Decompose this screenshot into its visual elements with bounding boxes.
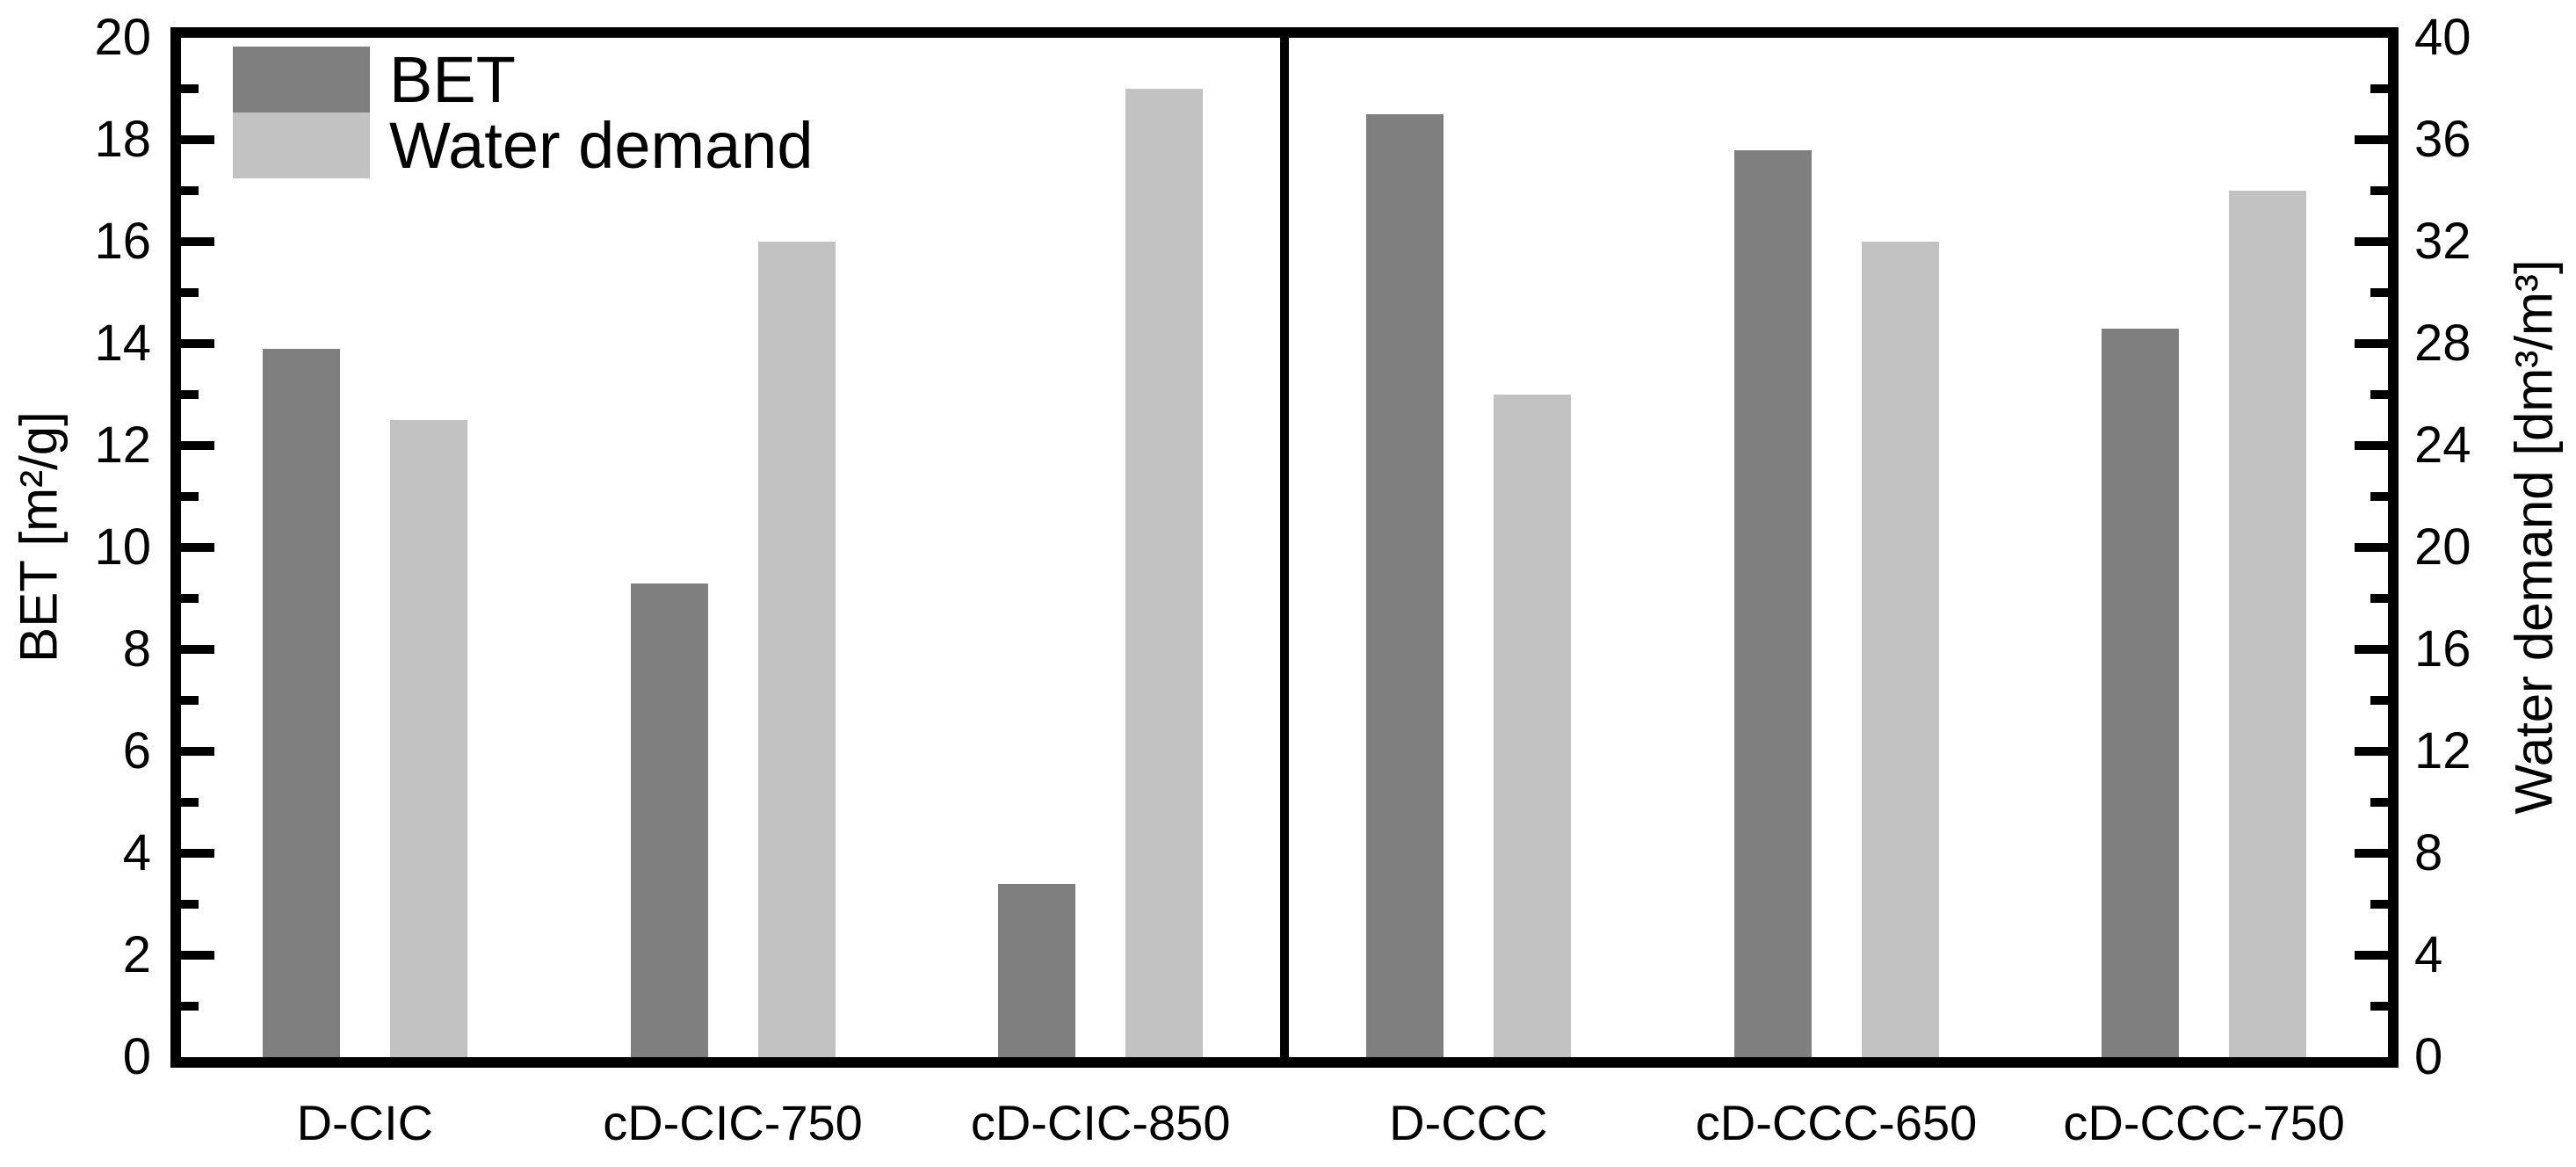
category-label-cd-ccc-650: cD-CCC-650 <box>1695 1095 1978 1150</box>
right-axis-major-tick <box>2355 135 2388 144</box>
right-axis-minor-tick <box>2370 84 2388 93</box>
right-axis-minor-tick <box>2370 696 2388 705</box>
plot-area: BET Water demand <box>170 27 2399 1068</box>
left-axis-minor-tick <box>181 798 199 807</box>
legend: BET Water demand <box>233 47 814 178</box>
right-axis-major-tick <box>2355 747 2388 756</box>
left-axis-minor-tick <box>181 390 199 399</box>
right-axis-major-tick <box>2355 951 2388 960</box>
right-axis-tick-label: 28 <box>2414 315 2471 372</box>
left-axis-minor-tick <box>181 492 199 501</box>
left-axis-tick-label: 14 <box>94 315 151 372</box>
left-axis-minor-tick <box>181 84 199 93</box>
bar-bet-cd-ccc-750 <box>2102 328 2180 1057</box>
right-axis-tick-label: 36 <box>2414 111 2471 168</box>
right-axis-tick-label: 40 <box>2414 9 2471 66</box>
left-axis-minor-tick <box>181 594 199 603</box>
category-label-cd-cic-850: cD-CIC-850 <box>970 1095 1231 1150</box>
left-axis-tick-label: 12 <box>94 417 151 474</box>
left-axis-major-tick <box>181 135 214 144</box>
right-axis-minor-tick <box>2370 390 2388 399</box>
legend-item-water-demand: Water demand <box>233 112 814 178</box>
legend-label-water-demand: Water demand <box>389 109 814 182</box>
left-axis-major-tick <box>181 951 214 960</box>
right-axis-title: Water demand [dm³/m³] <box>2504 259 2564 815</box>
right-axis-major-tick <box>2355 237 2388 246</box>
right-axis-tick-label: 32 <box>2414 213 2471 270</box>
category-label-d-cic: D-CIC <box>296 1095 434 1150</box>
left-axis-tick-label: 6 <box>122 722 151 779</box>
bar-water-demand-cd-cic-750 <box>757 242 836 1057</box>
bar-bet-d-cic <box>262 348 340 1057</box>
left-axis-major-tick <box>181 237 214 246</box>
left-axis-major-tick <box>181 543 214 552</box>
category-label-d-ccc: D-CCC <box>1389 1095 1548 1150</box>
right-axis-major-tick <box>2355 543 2388 552</box>
left-axis-minor-tick <box>181 900 199 909</box>
right-axis-minor-tick <box>2370 900 2388 909</box>
right-axis-minor-tick <box>2370 186 2388 195</box>
legend-swatch-bet <box>233 47 370 112</box>
left-axis-minor-tick <box>181 288 199 297</box>
legend-item-bet: BET <box>233 47 814 112</box>
right-axis-minor-tick <box>2370 798 2388 807</box>
right-axis-tick-label: 0 <box>2414 1028 2443 1085</box>
bar-water-demand-cd-ccc-750 <box>2229 191 2307 1057</box>
left-axis-minor-tick <box>181 1002 199 1011</box>
left-axis-tick-label: 20 <box>94 9 151 66</box>
right-axis-minor-tick <box>2370 492 2388 501</box>
bar-bet-cd-cic-750 <box>630 583 708 1057</box>
right-axis-tick-label: 20 <box>2414 518 2471 576</box>
right-axis-major-tick <box>2355 849 2388 858</box>
bar-bet-cd-ccc-650 <box>1733 149 1812 1057</box>
right-axis-tick-label: 24 <box>2414 417 2471 474</box>
legend-label-bet: BET <box>389 43 516 116</box>
left-axis-tick-label: 16 <box>94 213 151 270</box>
left-axis-tick-label: 8 <box>122 620 151 678</box>
legend-swatch-water-demand <box>233 112 370 178</box>
panel-divider <box>1280 38 1289 1057</box>
left-axis-minor-tick <box>181 186 199 195</box>
right-axis-minor-tick <box>2370 1002 2388 1011</box>
right-axis-major-tick <box>2355 441 2388 450</box>
bar-water-demand-d-cic <box>389 420 467 1057</box>
left-axis-minor-tick <box>181 696 199 705</box>
right-axis-tick-label: 16 <box>2414 620 2471 678</box>
left-axis-major-tick <box>181 339 214 348</box>
right-axis-minor-tick <box>2370 288 2388 297</box>
bar-bet-d-ccc <box>1365 114 1444 1057</box>
right-axis-tick-label: 12 <box>2414 722 2471 779</box>
left-axis-tick-label: 10 <box>94 518 151 576</box>
bar-water-demand-cd-cic-850 <box>1125 89 1204 1057</box>
bar-bet-cd-cic-850 <box>998 883 1076 1057</box>
right-axis-minor-tick <box>2370 594 2388 603</box>
left-axis-tick-label: 0 <box>122 1028 151 1085</box>
right-axis-major-tick <box>2355 339 2388 348</box>
left-axis-major-tick <box>181 645 214 654</box>
left-axis-tick-label: 4 <box>122 824 151 881</box>
left-axis-major-tick <box>181 441 214 450</box>
right-axis-tick-label: 8 <box>2414 824 2443 881</box>
left-axis-major-tick <box>181 849 214 858</box>
category-label-cd-ccc-750: cD-CCC-750 <box>2063 1095 2345 1150</box>
bar-water-demand-cd-ccc-650 <box>1861 242 1939 1057</box>
left-axis-major-tick <box>181 747 214 756</box>
bar-water-demand-d-ccc <box>1493 395 1571 1057</box>
left-axis-tick-label: 2 <box>122 926 151 983</box>
category-label-cd-cic-750: cD-CIC-750 <box>603 1095 863 1150</box>
right-axis-tick-label: 4 <box>2414 926 2443 983</box>
left-axis-tick-label: 18 <box>94 111 151 168</box>
right-axis-major-tick <box>2355 645 2388 654</box>
